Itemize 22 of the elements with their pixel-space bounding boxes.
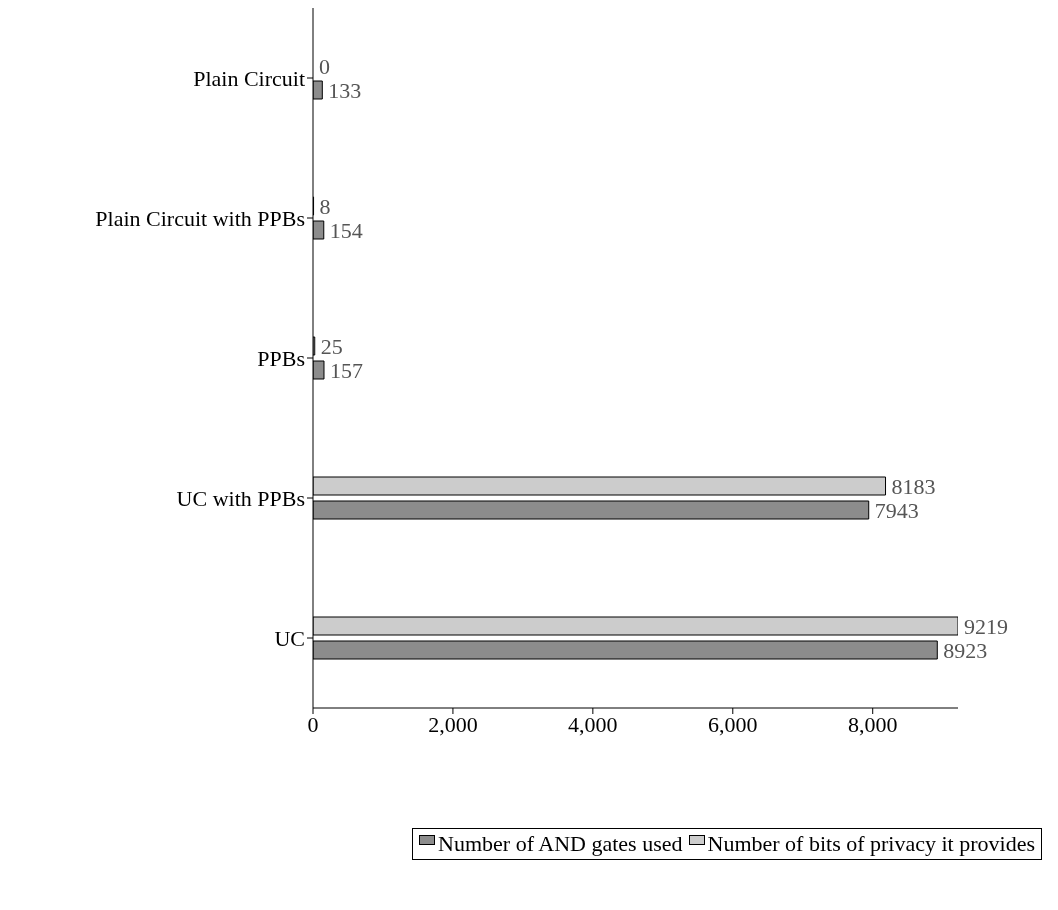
legend-label: Number of bits of privacy it provides: [707, 831, 1035, 857]
data-label: 8183: [891, 473, 936, 499]
data-label: 0: [319, 53, 330, 79]
x-tick-label: 2,000: [428, 711, 478, 737]
y-tick-label: PPBs: [257, 345, 305, 371]
x-tick-label: 4,000: [568, 711, 618, 737]
y-tick-label: UC with PPBs: [176, 485, 305, 511]
data-label: 7943: [874, 497, 919, 523]
legend-label: Number of AND gates used: [438, 831, 683, 857]
y-tick-label: Plain Circuit: [193, 65, 305, 91]
data-label: 133: [328, 77, 362, 103]
data-label: 9219: [964, 613, 1008, 639]
data-label: 25: [320, 333, 343, 359]
y-tick-label: Plain Circuit with PPBs: [95, 205, 305, 231]
data-label: 8923: [943, 637, 988, 663]
x-tick-label: 6,000: [708, 711, 758, 737]
x-tick-label: 0: [307, 711, 319, 737]
data-label: 154: [329, 217, 363, 243]
y-tick-label: UC: [274, 625, 305, 651]
data-label: 157: [329, 357, 363, 383]
data-label: 8: [319, 193, 331, 219]
x-tick-label: 8,000: [847, 711, 898, 737]
